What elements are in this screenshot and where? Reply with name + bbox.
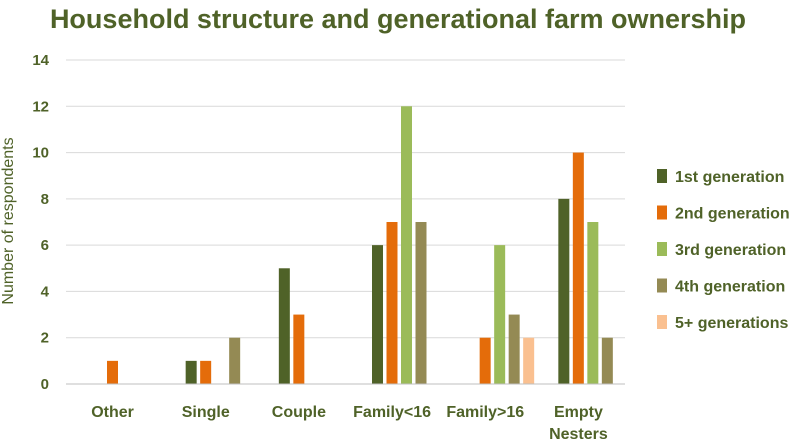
bar <box>601 337 613 384</box>
x-tick-label: Empty <box>554 404 603 421</box>
x-tick-label: Other <box>91 404 134 421</box>
y-axis-ticks: 0 2 4 6 8 10 12 14 <box>32 52 49 393</box>
legend-swatch <box>657 315 667 329</box>
legend-swatch <box>657 205 667 220</box>
y-tick-label: 0 <box>41 376 49 393</box>
bar <box>107 360 118 384</box>
bar <box>494 245 506 384</box>
x-tick-label: Single <box>182 404 230 421</box>
legend: 1st generation 2nd generation 3rd generati… <box>657 169 790 332</box>
x-tick-label: Family>16 <box>446 404 524 421</box>
legend-label: 5+ generations <box>675 315 788 332</box>
x-axis-categories: Other Single Couple Family<16 Family>16 Empty… <box>91 404 608 443</box>
legend-swatch <box>657 278 667 293</box>
y-tick-label: 14 <box>32 52 49 69</box>
legend-swatch <box>657 242 667 256</box>
bar <box>401 106 412 385</box>
bars <box>107 106 613 385</box>
legend-label: 2nd generation <box>675 206 790 223</box>
bar <box>372 245 383 384</box>
legend-label: 3rd generation <box>675 242 786 259</box>
bar <box>185 360 197 384</box>
x-tick-label: Nesters <box>549 426 608 443</box>
legend-label: 1st generation <box>675 169 784 186</box>
bar <box>293 314 305 384</box>
bar <box>386 222 398 384</box>
y-tick-label: 12 <box>32 98 49 115</box>
y-tick-label: 2 <box>41 330 49 347</box>
bar <box>508 314 520 384</box>
x-tick-label: Family<16 <box>353 404 431 421</box>
bar <box>229 337 241 384</box>
bar <box>479 337 491 384</box>
bar <box>558 198 570 384</box>
bar <box>587 222 599 384</box>
bar <box>523 337 535 384</box>
bar <box>415 222 427 384</box>
y-tick-label: 8 <box>41 191 49 208</box>
bar <box>278 268 290 384</box>
chart-title: Household structure and generational far… <box>50 4 746 34</box>
legend-label: 4th generation <box>675 279 785 296</box>
x-tick-label: Couple <box>272 404 326 421</box>
legend-swatch <box>657 169 667 183</box>
bar <box>572 152 584 384</box>
gridlines <box>66 59 625 339</box>
y-tick-label: 6 <box>41 237 49 254</box>
bar <box>200 360 212 384</box>
y-axis-label: Number of respondents <box>0 137 17 304</box>
y-tick-label: 4 <box>41 283 50 300</box>
y-tick-label: 10 <box>32 145 49 162</box>
